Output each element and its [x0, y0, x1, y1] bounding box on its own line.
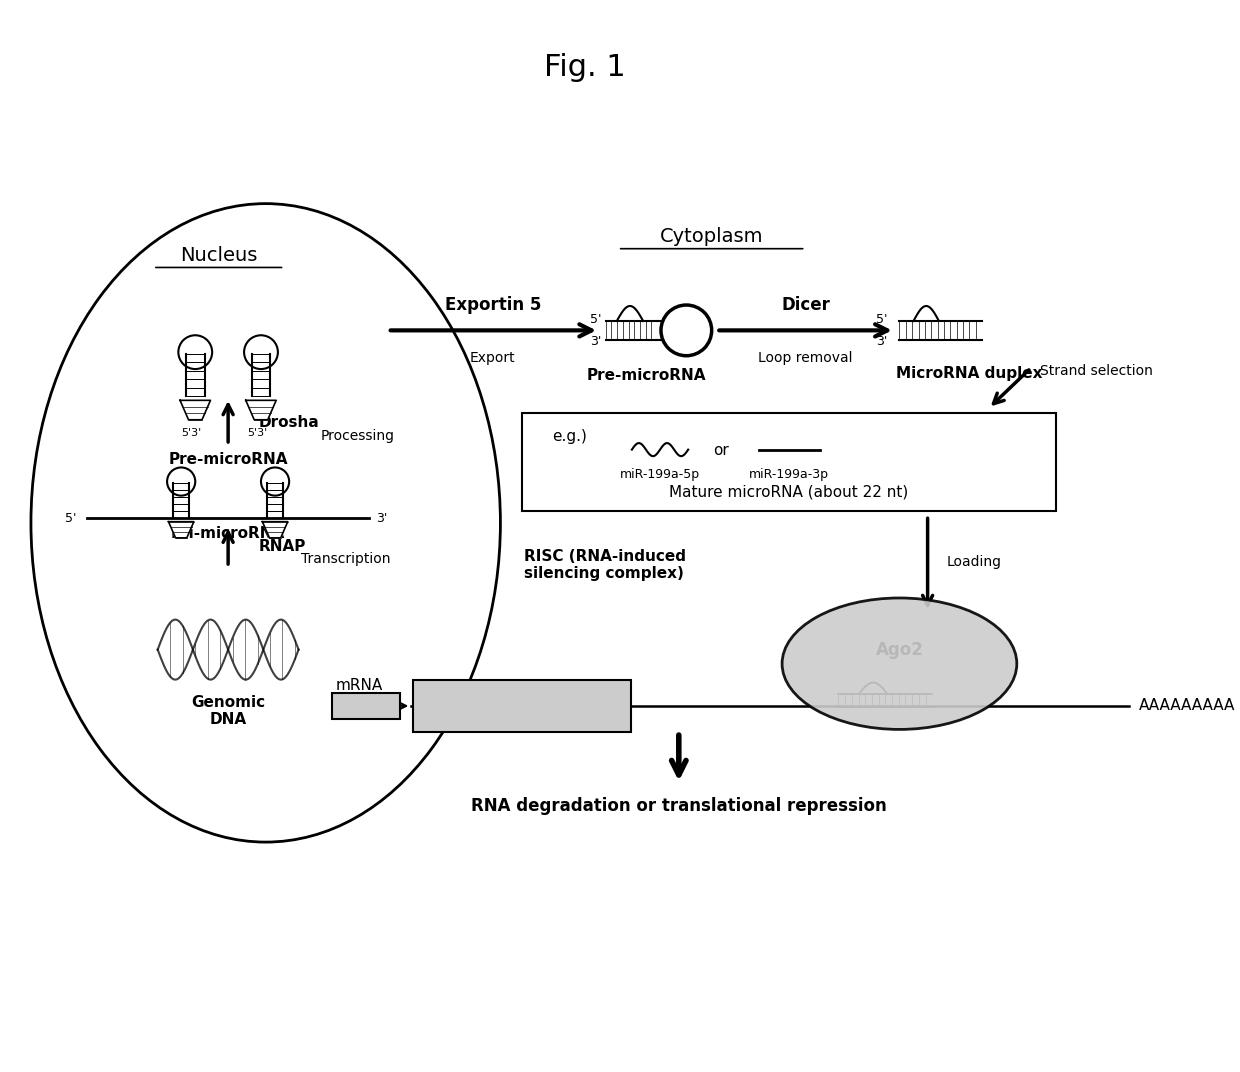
Text: Cytoplasm: Cytoplasm: [660, 227, 764, 245]
Polygon shape: [246, 400, 277, 420]
Text: Export: Export: [470, 351, 516, 366]
Text: 5': 5': [64, 511, 76, 524]
Text: 5': 5': [875, 313, 888, 326]
Text: 5'3': 5'3': [247, 428, 268, 438]
Text: Loading: Loading: [946, 555, 1002, 569]
Text: Fig. 1: Fig. 1: [544, 53, 626, 81]
Text: Loop removal: Loop removal: [759, 351, 853, 366]
Text: Processing: Processing: [320, 429, 394, 443]
Text: mRNA: mRNA: [336, 678, 383, 693]
Text: Pre-microRNA: Pre-microRNA: [587, 368, 706, 383]
Text: Mature microRNA (about 22 nt): Mature microRNA (about 22 nt): [670, 485, 908, 500]
Text: Dicer: Dicer: [781, 297, 830, 314]
FancyBboxPatch shape: [332, 693, 401, 719]
Text: Exportin 5: Exportin 5: [445, 297, 541, 314]
Text: e.g.): e.g.): [552, 429, 587, 444]
Text: RNAP: RNAP: [258, 539, 305, 554]
Ellipse shape: [782, 598, 1017, 729]
Text: Pre-microRNA: Pre-microRNA: [169, 452, 288, 467]
Polygon shape: [263, 522, 288, 538]
Text: Nucleus: Nucleus: [180, 245, 258, 265]
Text: Genomic
DNA: Genomic DNA: [191, 695, 265, 727]
Text: Drosha: Drosha: [258, 415, 319, 430]
Text: miR-199a-3p: miR-199a-3p: [749, 468, 828, 481]
Text: Ago2: Ago2: [875, 641, 924, 658]
Text: 3': 3': [377, 511, 388, 524]
Text: RISC (RNA-induced
silencing complex): RISC (RNA-induced silencing complex): [523, 549, 686, 581]
Text: 3': 3': [590, 336, 601, 348]
Text: RNA degradation or translational repression: RNA degradation or translational repress…: [471, 796, 887, 815]
Text: miR-199a-5p: miR-199a-5p: [620, 468, 701, 481]
Text: MicroRNA duplex: MicroRNA duplex: [895, 366, 1042, 381]
Text: AAAAAAAAA: AAAAAAAAA: [1138, 699, 1235, 714]
Text: Cap: Cap: [353, 699, 378, 713]
FancyBboxPatch shape: [413, 680, 631, 732]
Polygon shape: [180, 400, 211, 420]
Text: ORF: ORF: [501, 697, 543, 715]
Text: Pri-microRNA: Pri-microRNA: [171, 525, 285, 540]
Text: 3': 3': [875, 336, 888, 348]
Polygon shape: [169, 522, 193, 538]
Text: 5'3': 5'3': [181, 428, 202, 438]
Text: 5': 5': [590, 313, 601, 326]
Text: Strand selection: Strand selection: [1040, 363, 1153, 377]
Text: Transcription: Transcription: [301, 552, 391, 566]
Text: or: or: [713, 443, 729, 458]
